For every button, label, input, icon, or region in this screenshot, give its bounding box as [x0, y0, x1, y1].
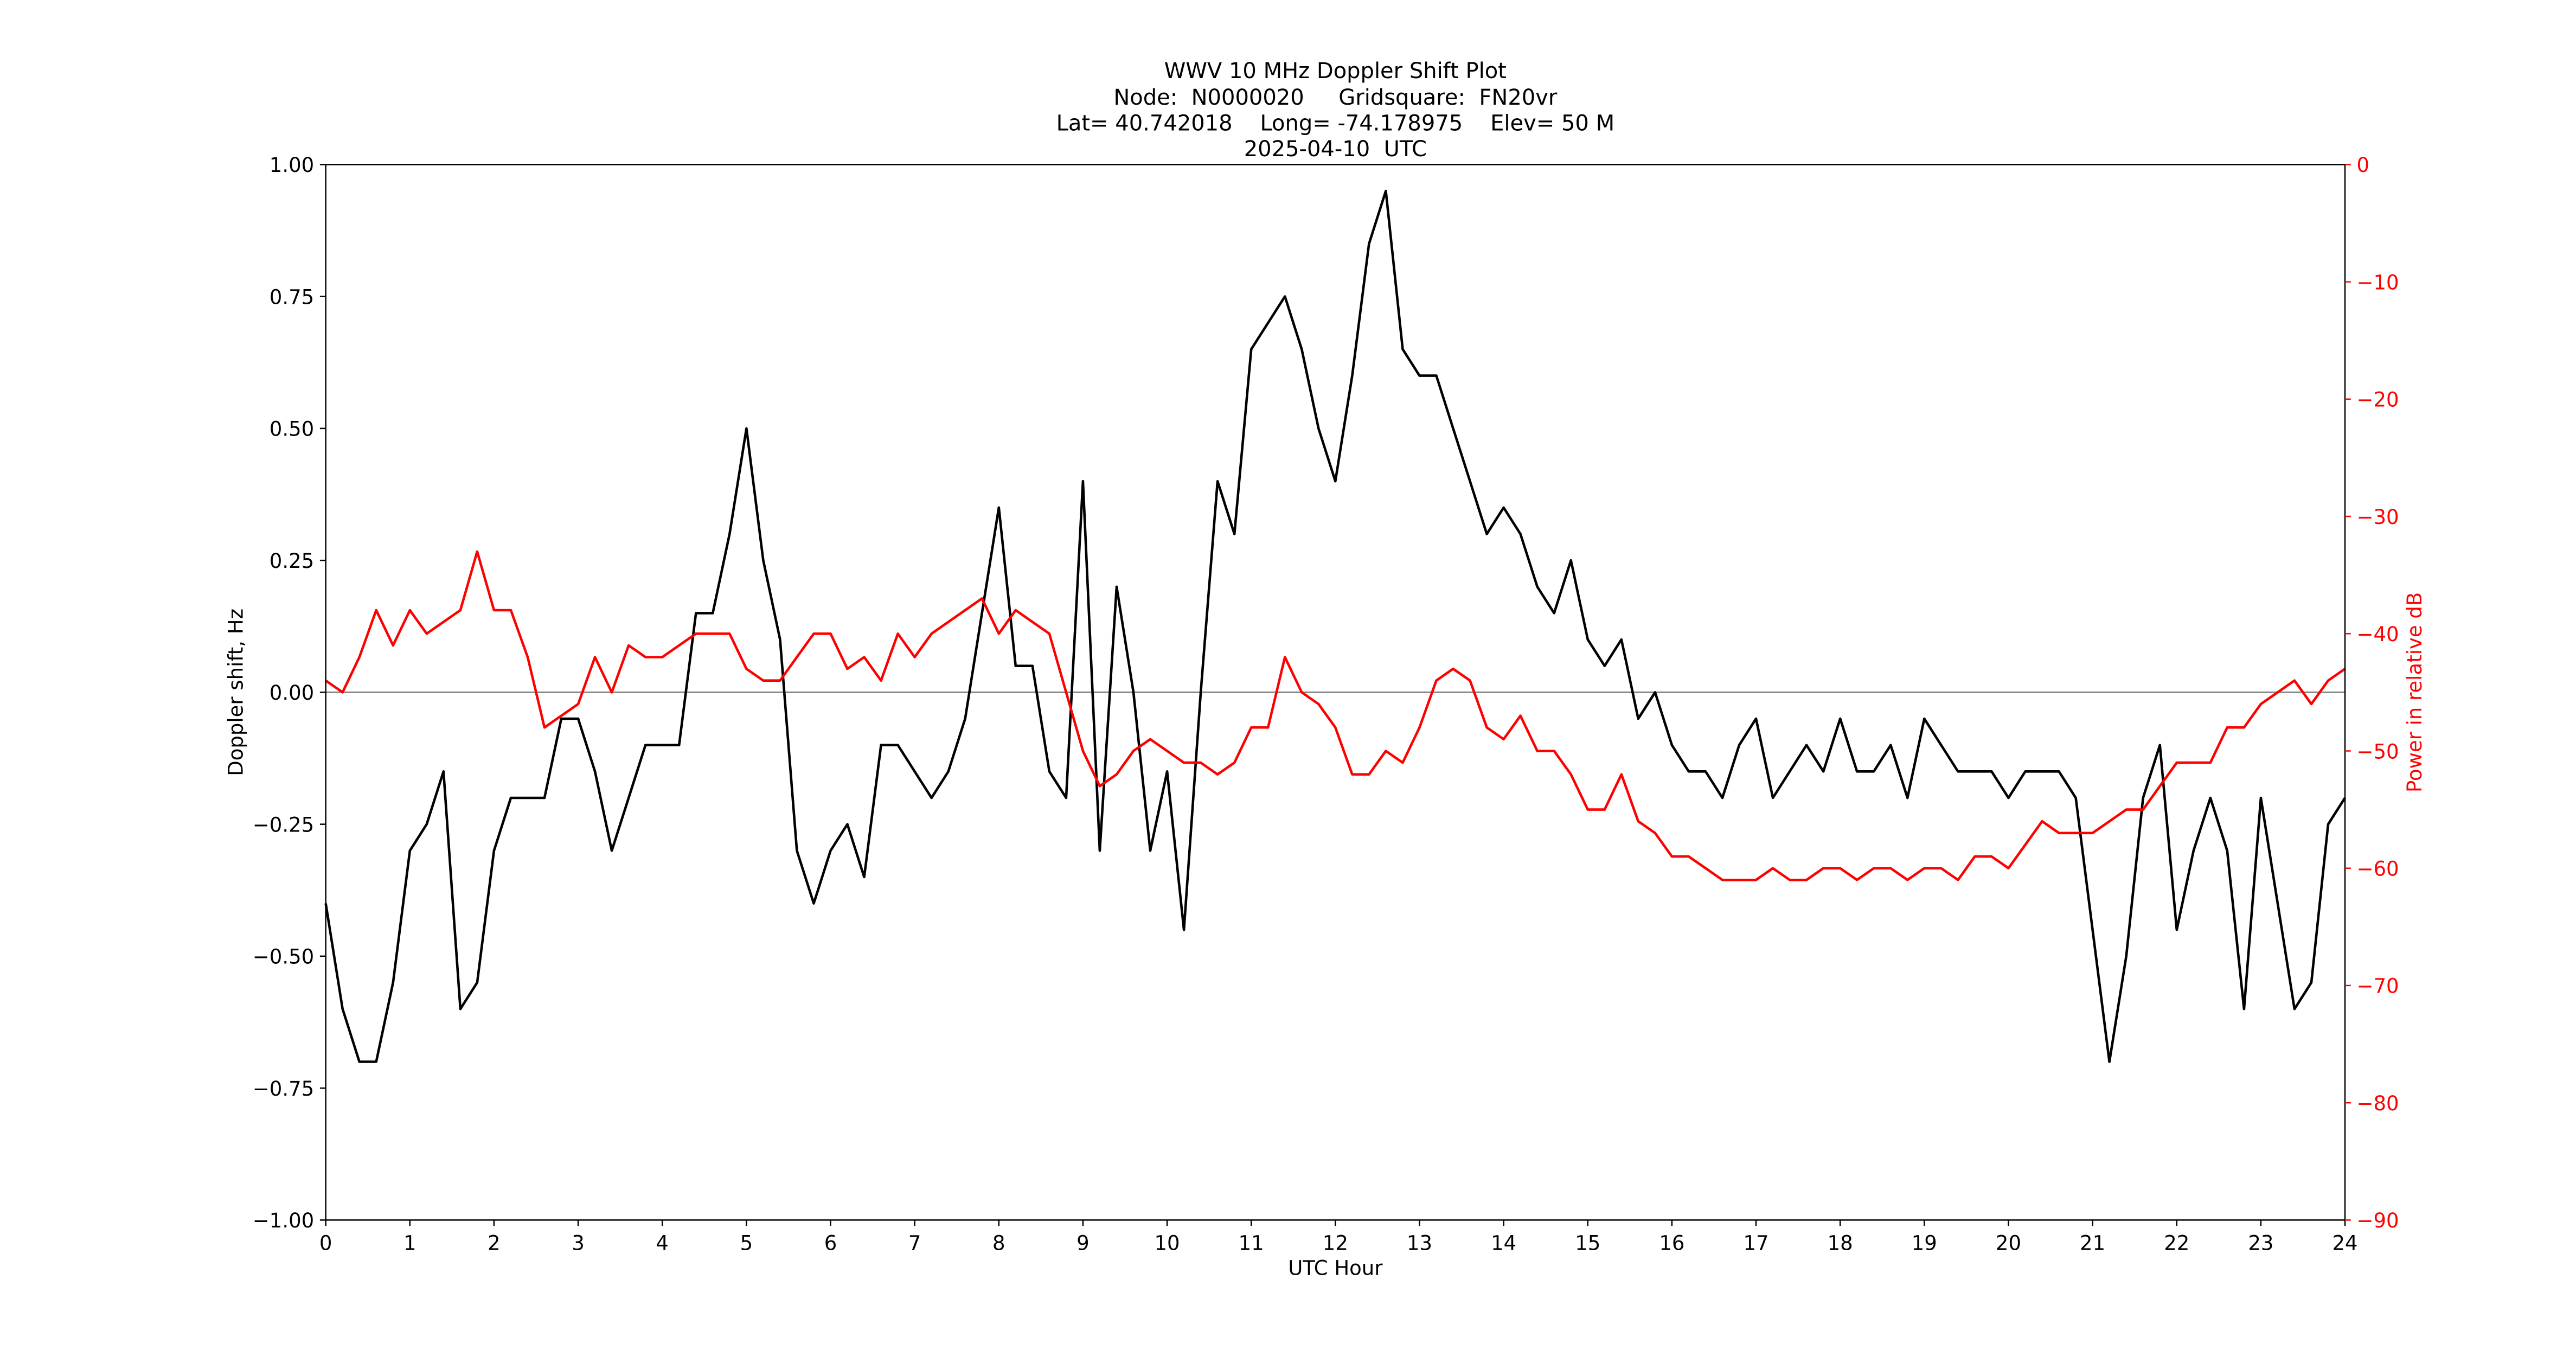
x-tick-label: 21	[2080, 1232, 2105, 1255]
y-tick-label: 0.00	[270, 681, 314, 705]
x-tick-label: 7	[908, 1232, 921, 1255]
x-tick-label: 1	[403, 1232, 416, 1255]
x-tick-label: 5	[740, 1232, 753, 1255]
y-tick-label: 0.25	[270, 549, 314, 573]
x-tick-label: 3	[572, 1232, 585, 1255]
x-tick-label: 12	[1323, 1232, 1348, 1255]
x-tick-label: 24	[2332, 1232, 2357, 1255]
y-axis-label: Doppler shift, Hz	[224, 609, 247, 776]
x-tick-label: 16	[1659, 1232, 1684, 1255]
x-tick-label: 15	[1575, 1232, 1600, 1255]
x-tick-label: 23	[2248, 1232, 2273, 1255]
x-tick-label: 19	[1912, 1232, 1937, 1255]
x-tick-label: 11	[1239, 1232, 1264, 1255]
data-line	[324, 189, 2346, 1063]
x-tick-label: 2	[488, 1232, 501, 1255]
x-tick-label: 0	[319, 1232, 332, 1255]
chart-subtitle: Node: N0000020 Gridsquare: FN20vr	[1113, 85, 1558, 110]
x-tick-label: 20	[1996, 1232, 2021, 1255]
y-tick-label: −1.00	[253, 1209, 314, 1232]
data-line	[325, 550, 2346, 881]
y2-tick-label: 0	[2356, 153, 2369, 177]
y2-tick-label: −60	[2356, 857, 2399, 880]
x-axis-label: UTC Hour	[1288, 1256, 1383, 1280]
y-tick-label: 0.50	[270, 418, 314, 441]
y2-tick-label: −30	[2356, 506, 2399, 529]
x-tick-label: 17	[1743, 1232, 1768, 1255]
x-tick-label: 10	[1155, 1232, 1180, 1255]
y-tick-label: −0.75	[253, 1077, 314, 1101]
chart-title: WWV 10 MHz Doppler Shift Plot	[1164, 59, 1507, 84]
x-tick-label: 8	[992, 1232, 1005, 1255]
chart-subtitle: Lat= 40.742018 Long= -74.178975 Elev= 50…	[1056, 111, 1615, 136]
y2-tick-label: −70	[2356, 975, 2399, 998]
y2-tick-label: −10	[2356, 271, 2399, 294]
y-tick-label: −0.25	[253, 813, 314, 836]
x-tick-label: 18	[1828, 1232, 1853, 1255]
x-tick-label: 13	[1407, 1232, 1432, 1255]
y2-tick-label: −50	[2356, 740, 2399, 763]
x-tick-label: 4	[656, 1232, 669, 1255]
y2-tick-label: −20	[2356, 388, 2399, 412]
y-tick-label: 0.75	[270, 285, 314, 309]
x-tick-label: 14	[1491, 1232, 1516, 1255]
x-tick-label: 6	[824, 1232, 837, 1255]
y2-axis-label: Power in relative dB	[2403, 592, 2426, 792]
chart-subtitle: 2025-04-10 UTC	[1244, 137, 1427, 162]
y-tick-label: 1.00	[270, 153, 314, 177]
x-tick-label: 22	[2164, 1232, 2189, 1255]
y2-tick-label: −40	[2356, 623, 2399, 646]
y2-tick-label: −80	[2356, 1092, 2399, 1115]
y2-tick-label: −90	[2356, 1209, 2399, 1232]
x-tick-label: 9	[1076, 1232, 1090, 1255]
y-tick-label: −0.50	[253, 945, 314, 969]
